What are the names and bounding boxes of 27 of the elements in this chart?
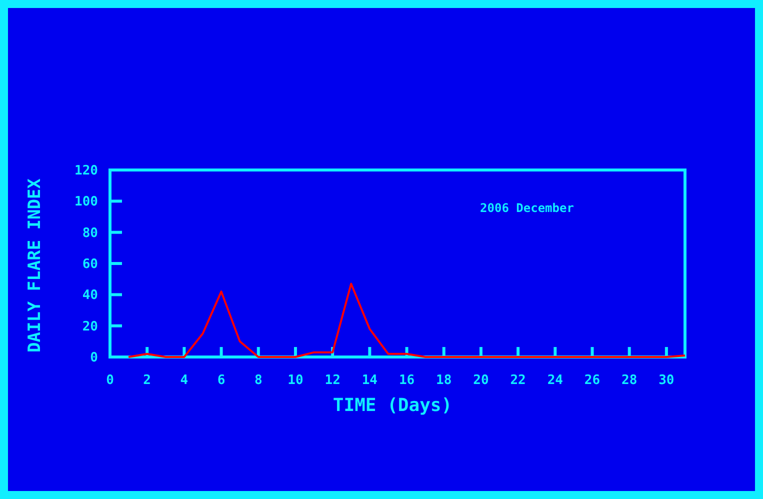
x-tick-label: 6	[217, 373, 226, 388]
y-axis-title: DAILY FLARE INDEX	[25, 178, 45, 352]
x-tick-label: 14	[362, 373, 378, 388]
x-tick-label: 0	[106, 373, 114, 388]
x-axis-title: TIME (Days)	[332, 395, 452, 416]
x-tick-label: 10	[288, 373, 304, 388]
x-tick-label: 24	[547, 373, 564, 388]
x-tick-label: 12	[324, 373, 340, 388]
x-tick-label: 4	[180, 373, 188, 388]
x-tick-label: 16	[398, 373, 415, 388]
y-tick-label: 60	[82, 257, 98, 272]
x-tick-label: 28	[622, 373, 638, 388]
y-tick-label: 80	[82, 226, 98, 241]
y-tick-label: 40	[82, 288, 98, 304]
x-tick-label: 30	[658, 373, 674, 388]
y-tick-label: 20	[82, 319, 98, 334]
x-tick-label: 2	[143, 373, 152, 388]
y-tick-label: 120	[74, 164, 98, 179]
y-tick-label: 0	[90, 350, 98, 366]
x-tick-label: 22	[510, 373, 526, 388]
x-tick-label: 18	[436, 373, 452, 388]
y-tick-label: 100	[74, 194, 98, 210]
x-tick-label: 26	[584, 373, 600, 388]
x-tick-label: 8	[254, 373, 262, 388]
annotation: 2006 December	[480, 201, 574, 215]
line-series	[128, 282, 686, 358]
x-tick-label: 20	[473, 373, 489, 388]
